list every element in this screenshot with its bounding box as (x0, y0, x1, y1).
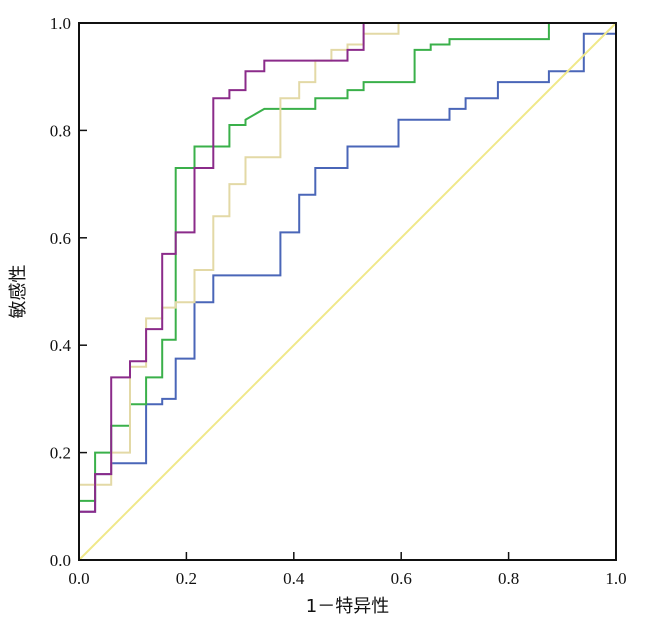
y-tick-label: 0.8 (50, 121, 71, 140)
series-layer (78, 22, 617, 561)
y-tick-label: 0.6 (50, 229, 71, 248)
x-tick-label: 1.0 (605, 569, 626, 588)
ticks-layer: 0.00.0 0.2 0.2 0.4 0.4 0.6 0.6 0.8 0.8 1.0 1.0 (50, 14, 627, 588)
roc-curve-3 (78, 22, 616, 560)
y-tick-label: 0.2 (50, 444, 71, 463)
x-tick-label: 0.6 (391, 569, 412, 588)
x-tick-label: 0.0 (68, 569, 89, 588)
y-tick-label: 0.4 (50, 336, 72, 355)
roc-curve-1 (78, 23, 617, 560)
x-tick-label: 0.8 (498, 569, 519, 588)
x-tick-label: 0.4 (283, 569, 305, 588)
y-tick-label: 0.0 (50, 551, 71, 570)
roc-curve-5 (78, 22, 617, 561)
x-axis-title: 1－特异性 (306, 596, 389, 617)
y-tick-label: 1.0 (50, 14, 71, 33)
roc-curve-2 (78, 22, 616, 560)
x-tick-label: 0.2 (176, 569, 197, 588)
roc-curve-4 (78, 22, 616, 560)
y-axis-title: 敏感性 (8, 265, 29, 319)
plot-frame (78, 22, 617, 561)
